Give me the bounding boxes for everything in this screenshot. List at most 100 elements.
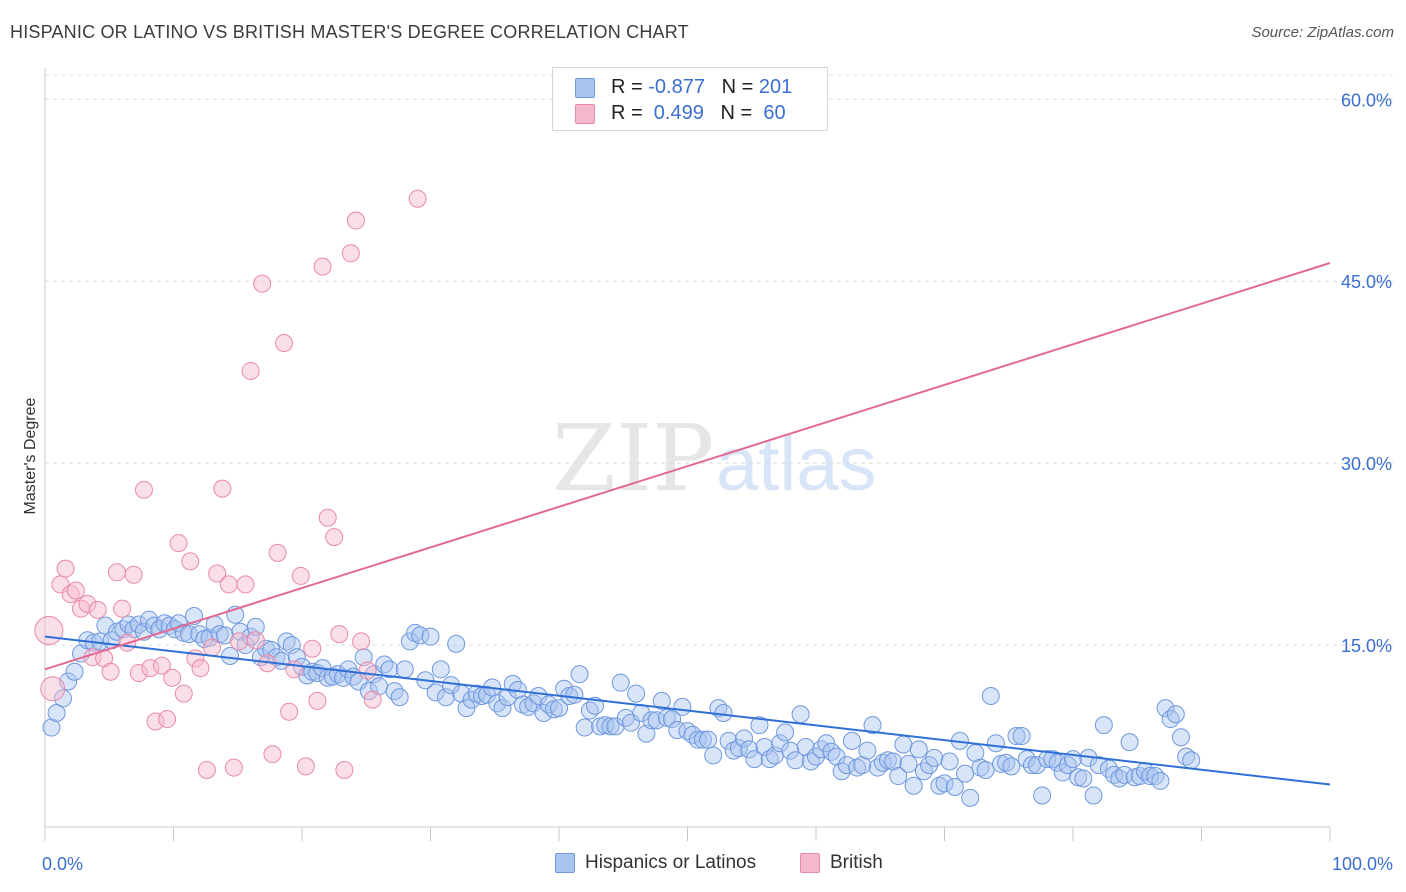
point-hispanic: [940, 752, 959, 771]
point-hispanic: [1171, 728, 1190, 747]
x-tick-label: 100.0%: [1332, 854, 1393, 874]
point-hispanic: [400, 632, 419, 651]
point-hispanic: [889, 767, 908, 786]
point-hispanic: [575, 718, 594, 737]
point-hispanic: [190, 625, 209, 644]
point-hispanic: [1182, 751, 1201, 770]
point-british: [78, 594, 97, 613]
point-hispanic: [673, 697, 692, 716]
point-british: [291, 566, 310, 585]
point-british: [113, 599, 132, 618]
point-hispanic: [693, 730, 712, 749]
point-hispanic: [740, 740, 759, 759]
point-british: [313, 257, 332, 276]
point-hispanic: [457, 699, 476, 718]
point-hispanic: [801, 752, 820, 771]
point-hispanic: [359, 682, 378, 701]
legend-swatch-hispanics: [555, 853, 575, 873]
point-hispanic: [277, 632, 296, 651]
point-hispanic: [1022, 756, 1041, 775]
point-hispanic: [781, 741, 800, 760]
point-hispanic: [1043, 750, 1062, 769]
point-british: [325, 528, 344, 547]
point-hispanic: [246, 617, 265, 636]
point-hispanic: [390, 688, 409, 707]
legend-label-british: British: [830, 852, 883, 873]
point-british: [219, 575, 238, 594]
point-british: [352, 632, 371, 651]
point-hispanic: [719, 731, 738, 750]
point-british: [318, 508, 337, 527]
point-hispanic: [1166, 705, 1185, 724]
point-hispanic: [436, 688, 455, 707]
point-hispanic: [745, 750, 764, 769]
point-british: [124, 565, 143, 584]
y-axis-label: Master's Degree: [22, 397, 39, 514]
chart-title: HISPANIC OR LATINO VS BRITISH MASTER'S D…: [10, 22, 689, 42]
x-tick-label: 0.0%: [42, 854, 83, 874]
point-hispanic: [986, 734, 1005, 753]
r-label: R =: [611, 102, 649, 124]
point-hispanic: [42, 718, 61, 737]
source-label: Source: ZipAtlas.com: [1251, 24, 1394, 41]
point-hispanic: [1146, 767, 1165, 786]
point-british: [152, 656, 171, 675]
point-hispanic: [930, 776, 949, 795]
point-hispanic: [791, 705, 810, 724]
point-hispanic: [945, 777, 964, 796]
point-hispanic: [375, 655, 394, 674]
point-hispanic: [406, 623, 425, 642]
point-hispanic: [395, 660, 414, 679]
point-hispanic: [65, 662, 84, 681]
point-hispanic: [580, 701, 599, 720]
r-label: R =: [611, 76, 649, 98]
point-hispanic: [884, 752, 903, 771]
point-british: [88, 600, 107, 619]
point-hispanic: [1064, 750, 1082, 769]
point-british: [246, 631, 265, 650]
point-hispanic: [935, 774, 954, 793]
point-hispanic: [1094, 716, 1113, 735]
point-hispanic: [354, 648, 373, 667]
point-british: [107, 563, 126, 582]
point-british: [303, 639, 322, 658]
point-hispanic: [611, 673, 630, 692]
point-hispanic: [565, 685, 584, 704]
legend-swatch-british-bottom: [800, 853, 820, 873]
point-hispanic: [848, 758, 867, 777]
legend-swatch-hispanic: [575, 78, 595, 98]
point-british: [335, 760, 354, 779]
point-british: [363, 690, 382, 709]
point-british: [280, 702, 299, 721]
point-hispanic: [894, 735, 913, 754]
point-british: [61, 585, 80, 604]
y-tick-label: 15.0%: [1341, 636, 1392, 656]
point-hispanic: [976, 760, 995, 779]
point-hispanic: [663, 710, 682, 729]
y-tick-label: 45.0%: [1341, 272, 1392, 292]
point-hispanic: [282, 636, 301, 655]
point-hispanic: [1002, 757, 1021, 776]
point-hispanic: [221, 646, 240, 665]
point-hispanic: [853, 756, 872, 775]
point-hispanic: [119, 615, 138, 634]
point-hispanic: [1141, 767, 1160, 786]
point-british: [174, 684, 193, 703]
point-hispanic: [1161, 710, 1180, 729]
point-hispanic: [858, 741, 877, 760]
point-hispanic: [771, 734, 790, 753]
point-british: [34, 616, 64, 646]
point-hispanic: [822, 742, 841, 761]
point-hispanic: [1120, 733, 1139, 752]
point-hispanic: [1151, 771, 1170, 790]
watermark-atlas: atlas: [716, 422, 877, 507]
point-british: [129, 663, 148, 682]
n-value-british: 60: [757, 102, 786, 124]
point-british: [408, 189, 427, 208]
point-hispanic: [503, 674, 522, 693]
point-hispanic: [1028, 756, 1047, 775]
point-hispanic: [735, 729, 754, 748]
point-hispanic: [601, 717, 620, 736]
point-hispanic: [750, 716, 769, 735]
point-british: [253, 274, 272, 293]
